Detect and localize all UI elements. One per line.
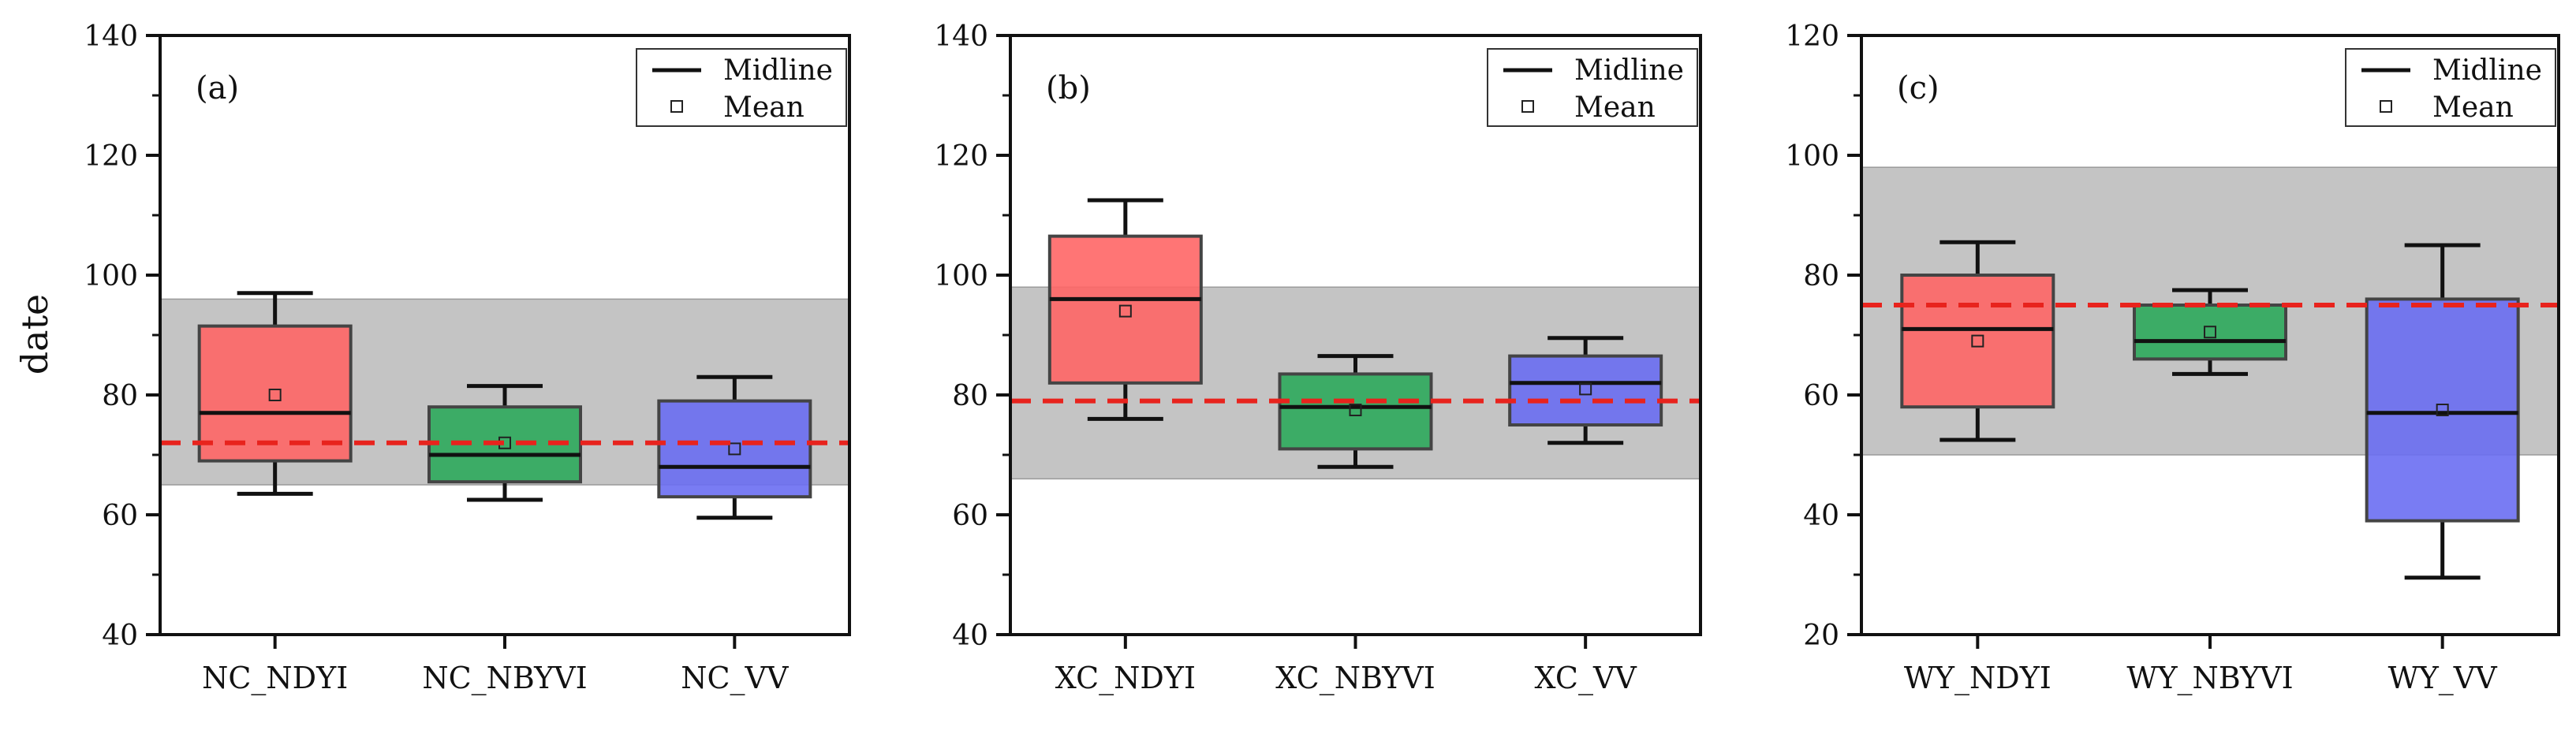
- y-tick-label: 100: [1785, 140, 1839, 173]
- mean-marker: [1349, 404, 1362, 416]
- iqr-box: [197, 324, 353, 463]
- x-tick-label: XC_VV: [1534, 661, 1637, 696]
- legend-mean-label: Mean: [1574, 91, 1656, 124]
- iqr-box: [1047, 234, 1203, 385]
- y-tick-label: 100: [84, 260, 138, 292]
- iqr-box: [1508, 354, 1663, 427]
- legend: Midline Mean: [2345, 48, 2556, 127]
- box-wy-nbyvi: [2133, 288, 2287, 376]
- box-wy-vv: [2365, 243, 2520, 580]
- legend-midline-label: Midline: [723, 54, 833, 87]
- y-tick-label: 100: [934, 260, 988, 292]
- x-tick-label: NC_NDYI: [202, 661, 348, 696]
- x-tick-label: WY_NBYVI: [2126, 661, 2293, 696]
- mean-marker: [2204, 326, 2216, 339]
- panel-c: 20 40 60 80 100 120 WY_NDYI WY_NBYVI WY_VV (c) Mid…: [1785, 20, 2560, 696]
- legend-mean-swatch: [2380, 100, 2392, 113]
- panel-label: (b): [1046, 70, 1091, 106]
- y-tick-label: 120: [1785, 20, 1839, 53]
- mean-marker: [1971, 334, 1984, 348]
- box-xc-ndyi: [1047, 198, 1203, 421]
- y-tick-label: 60: [952, 500, 988, 532]
- legend-mean-swatch: [670, 100, 683, 113]
- y-tick-label: 140: [934, 20, 988, 53]
- iqr-box: [1278, 372, 1433, 451]
- y-tick-label: 40: [952, 620, 988, 652]
- x-tick-label: WY_VV: [2388, 661, 2498, 696]
- mean-marker: [728, 442, 741, 456]
- mean-marker: [268, 389, 282, 401]
- box-wy-ndyi: [1900, 240, 2055, 442]
- box-xc-nbyvi: [1278, 354, 1433, 469]
- y-tick-label: 80: [952, 380, 988, 412]
- legend-box: [2345, 48, 2556, 127]
- y-tick-label: 40: [102, 620, 138, 652]
- legend: Midline Mean: [636, 48, 847, 127]
- legend-box: [1487, 48, 1698, 127]
- y-tick-label: 120: [84, 140, 138, 173]
- legend-box: [636, 48, 847, 127]
- legend-mean-label: Mean: [2432, 91, 2514, 124]
- x-tick-label: XC_NDYI: [1055, 661, 1196, 696]
- legend-midline-label: Midline: [2432, 54, 2542, 87]
- box-xc-vv: [1508, 336, 1663, 445]
- panel-b: 40 60 80 100 120 140 XC_NDYI XC_NBYVI XC_VV (b) Mi…: [934, 20, 1702, 696]
- y-tick-label: 60: [1803, 380, 1839, 412]
- x-tick-label: NC_NBYVI: [422, 661, 587, 696]
- mean-marker: [2436, 404, 2449, 416]
- legend-mean-swatch: [1521, 100, 1534, 113]
- legend-mean-label: Mean: [723, 91, 805, 124]
- y-tick-label: 80: [102, 380, 138, 412]
- iqr-box: [2365, 297, 2520, 523]
- legend: Midline Mean: [1487, 48, 1698, 127]
- panel-label: (a): [196, 70, 239, 106]
- mean-marker: [1118, 304, 1132, 318]
- iqr-box: [1900, 274, 2055, 409]
- mean-marker: [1579, 382, 1592, 396]
- iqr-box: [2133, 304, 2287, 361]
- panel-label: (c): [1897, 70, 1939, 106]
- y-tick-label: 20: [1803, 620, 1839, 652]
- y-tick-label: 60: [102, 500, 138, 532]
- x-tick-label: NC_VV: [681, 661, 789, 696]
- legend-midline-label: Midline: [1574, 54, 1684, 87]
- y-tick-label: 120: [934, 140, 988, 173]
- y-tick-label: 80: [1803, 260, 1839, 292]
- x-tick-label: XC_NBYVI: [1275, 661, 1435, 696]
- box-nc-ndyi: [197, 291, 353, 496]
- y-tick-label: 140: [84, 20, 138, 53]
- iqr-box: [657, 399, 812, 499]
- x-tick-label: WY_NDYI: [1904, 661, 2051, 696]
- panel-a: 40 60 80 100 120 140 NC_NDYI NC_NBYVI NC_VV (a) Mi…: [84, 20, 851, 696]
- y-tick-label: 40: [1803, 500, 1839, 532]
- box-nc-vv: [657, 374, 812, 520]
- y-axis-label: date: [13, 294, 56, 375]
